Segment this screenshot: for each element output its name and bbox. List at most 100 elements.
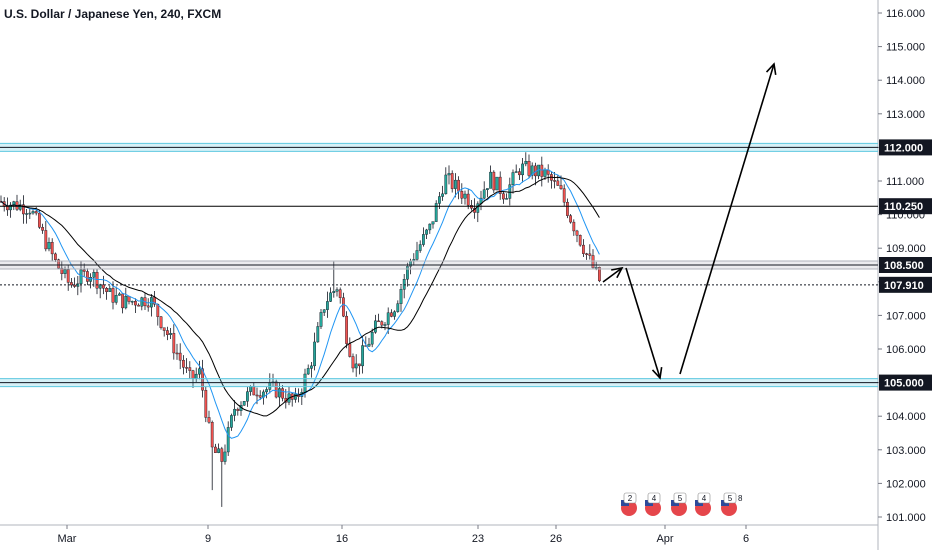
candle-body — [460, 191, 464, 199]
candle-body — [194, 373, 198, 379]
candle-body — [310, 365, 313, 369]
calendar-event-count: 4 — [702, 494, 707, 503]
candle-body — [594, 267, 598, 269]
candle-body — [553, 180, 557, 182]
candle-body — [181, 359, 185, 368]
x-tick-label: 23 — [472, 533, 484, 545]
candle-body — [191, 370, 195, 379]
projection-arrowhead — [611, 266, 624, 279]
candle-body — [530, 165, 534, 176]
candle-body — [415, 250, 419, 260]
x-tick-label: 6 — [743, 533, 749, 545]
candle-body — [294, 393, 297, 400]
candle-body — [441, 193, 444, 197]
candle-body — [197, 368, 201, 375]
price-label-box — [879, 257, 932, 273]
candle-body — [406, 266, 409, 280]
candle-body — [425, 229, 428, 235]
y-tick-label: 109.000 — [886, 243, 926, 255]
candle-body — [69, 282, 73, 286]
calendar-event-icon[interactable] — [647, 492, 661, 504]
projection-arrow — [625, 267, 661, 379]
candle-body — [111, 288, 115, 303]
candle-body — [31, 211, 35, 214]
y-tick-label: 101.000 — [886, 512, 926, 524]
candle-body — [540, 164, 544, 177]
candle-body — [117, 293, 121, 296]
candle-body — [159, 316, 163, 328]
candle-body — [146, 305, 150, 308]
price-label-text: 107.910 — [884, 280, 924, 292]
candle-body — [591, 255, 595, 268]
candle-body — [338, 289, 342, 298]
calendar-event-icon[interactable] — [723, 492, 737, 504]
candle-body — [482, 189, 486, 199]
candle-body — [44, 230, 48, 250]
candle-body — [236, 408, 240, 411]
candle-body — [169, 333, 172, 335]
candle-body — [114, 295, 118, 303]
candle-body — [140, 297, 144, 307]
candle-body — [245, 391, 249, 402]
chart-title: U.S. Dollar / Japanese Yen, 240, FXCM — [4, 7, 222, 21]
candle-body — [495, 176, 499, 191]
candle-body — [5, 206, 9, 211]
price-label-text: 110.250 — [884, 201, 923, 213]
calendar-event-icon[interactable] — [697, 492, 711, 504]
price-label-text: 105.000 — [884, 378, 924, 390]
projection-arrowhead — [765, 62, 777, 75]
candle-body — [476, 203, 480, 213]
candle-body — [447, 173, 451, 176]
candle-body — [156, 304, 160, 317]
candle-body — [367, 343, 371, 347]
y-tick-label: 115.000 — [886, 42, 925, 54]
candle-body — [50, 242, 54, 255]
candle-body — [108, 288, 112, 292]
candle-body — [22, 204, 25, 215]
calendar-event-icon[interactable] — [623, 492, 637, 504]
candle-body — [28, 212, 32, 215]
candle-body — [377, 320, 380, 323]
candle-body — [351, 356, 355, 369]
candle-body — [450, 173, 454, 189]
candle-body — [25, 213, 28, 215]
candle-body — [278, 388, 281, 398]
candle-body — [559, 185, 563, 189]
candle-body — [162, 327, 166, 331]
candle-body — [393, 311, 396, 317]
x-tick-label: 16 — [336, 533, 348, 545]
candle-body — [137, 304, 140, 307]
candle-body — [422, 234, 425, 245]
candle-body — [306, 368, 310, 375]
candle-body — [502, 193, 505, 200]
candle-body — [486, 188, 489, 190]
candle-body — [556, 180, 560, 186]
candle-body — [316, 326, 320, 343]
candle-body — [431, 221, 435, 225]
candle-body — [255, 394, 259, 397]
candle-body — [434, 203, 438, 222]
y-tick-label: 107.000 — [886, 310, 926, 322]
candle-body — [575, 230, 579, 236]
calendar-event-count: 5 — [678, 494, 683, 503]
candle-body — [89, 277, 93, 282]
candle-body — [79, 269, 83, 284]
candle-body — [274, 381, 278, 398]
candle-body — [85, 271, 89, 282]
y-tick-label: 116.000 — [886, 8, 925, 20]
candle-body — [133, 300, 137, 306]
candle-body — [566, 201, 569, 216]
candle-body — [380, 321, 384, 326]
candle-body — [121, 293, 125, 309]
candle-body — [572, 221, 576, 232]
candle-body — [38, 212, 41, 228]
candle-body — [354, 363, 358, 369]
calendar-event-icon[interactable] — [673, 492, 687, 504]
candle-body — [374, 320, 377, 333]
candle-body — [585, 253, 589, 255]
candle-body — [598, 267, 601, 282]
candle-body — [73, 284, 77, 287]
candle-body — [57, 259, 61, 269]
